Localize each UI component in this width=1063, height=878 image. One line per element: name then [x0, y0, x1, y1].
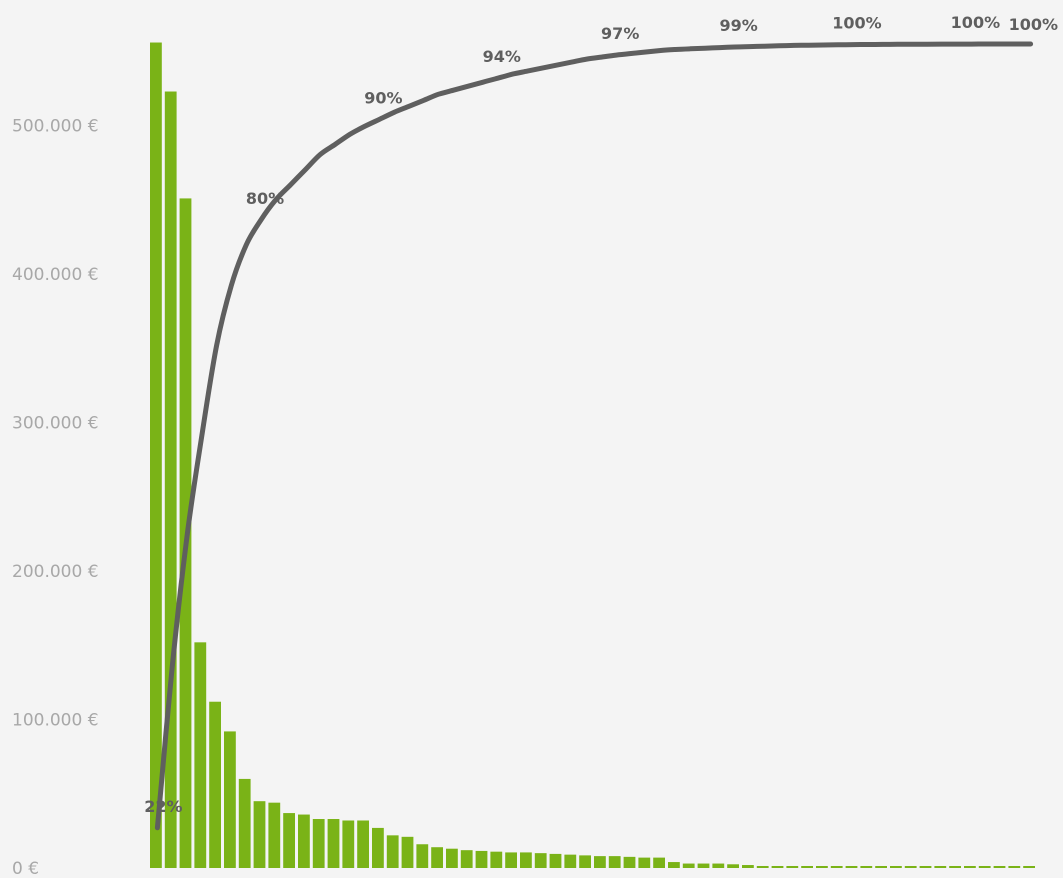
bar [756, 866, 769, 868]
bar [742, 865, 754, 868]
y-axis: 0 € 100.000 € 200.000 € 300.000 € 400.000 € 5… [12, 117, 99, 878]
y-tick-label: 300.000 € [12, 414, 99, 434]
bar [164, 91, 177, 868]
bar [209, 701, 221, 868]
bar [949, 866, 961, 868]
bar [890, 866, 902, 868]
cumulative-pct-label: 100% [1009, 15, 1058, 34]
bar [1023, 866, 1035, 868]
bar [372, 827, 384, 868]
bar [668, 862, 680, 868]
bar [993, 866, 1006, 868]
bar [446, 848, 458, 868]
cumulative-pct-label: 100% [951, 13, 1000, 32]
bar [860, 866, 873, 868]
y-tick-label: 200.000 € [12, 562, 99, 582]
bar [298, 814, 310, 868]
cumulative-labels: 22% 80% 90% 94% 97% 99% 100% 100% 100% [144, 13, 1058, 816]
bar [327, 819, 340, 868]
bar [253, 801, 266, 868]
cumulative-pct-label: 100% [832, 14, 881, 33]
bar [534, 853, 547, 868]
bar [875, 866, 887, 868]
bar [816, 866, 828, 868]
y-tick-label: 400.000 € [12, 265, 99, 285]
bar [401, 836, 414, 868]
bar [771, 866, 784, 868]
bar [845, 866, 858, 868]
bar [727, 864, 739, 868]
cumulative-pct-label: 94% [483, 47, 521, 66]
cumulative-pct-label: 99% [719, 16, 757, 35]
bar [919, 866, 932, 868]
bar [416, 844, 429, 868]
bar [623, 856, 636, 868]
cumulative-pct-label: 97% [601, 24, 639, 43]
bar [520, 852, 532, 868]
bar [653, 857, 665, 868]
bar [904, 866, 917, 868]
bar [342, 820, 355, 868]
bar [386, 835, 399, 868]
bar [460, 850, 473, 868]
bar [268, 802, 281, 868]
bar [505, 852, 517, 868]
bar [224, 731, 236, 868]
bar [978, 866, 991, 868]
bar [475, 850, 488, 868]
bar [682, 863, 695, 868]
bar [549, 853, 562, 868]
bar [608, 856, 621, 868]
bar [830, 866, 843, 868]
bar [150, 42, 162, 868]
bar [934, 866, 947, 868]
cumulative-pct-label: 90% [364, 88, 402, 107]
bar [564, 854, 577, 868]
bar [238, 778, 251, 868]
bar [194, 642, 207, 868]
cumulative-line [154, 41, 1034, 831]
cumulative-pct-label: 80% [246, 189, 284, 208]
bar [283, 813, 295, 868]
bar [801, 866, 813, 868]
cumulative-pct-label: 22% [144, 797, 182, 816]
bar [1008, 866, 1021, 868]
cumulative-series [154, 41, 1034, 831]
bars [150, 42, 1035, 868]
bar [712, 863, 725, 868]
bar [357, 820, 369, 868]
y-tick-label: 500.000 € [12, 117, 99, 137]
bar [594, 856, 606, 868]
bar [579, 855, 591, 868]
bar [638, 857, 651, 868]
y-tick-label: 0 € [12, 859, 39, 878]
bar [490, 851, 503, 868]
bar [312, 819, 325, 868]
bar [431, 847, 443, 868]
bar [697, 863, 710, 868]
bar [786, 866, 799, 868]
bar [964, 866, 976, 868]
y-tick-label: 100.000 € [12, 711, 99, 731]
